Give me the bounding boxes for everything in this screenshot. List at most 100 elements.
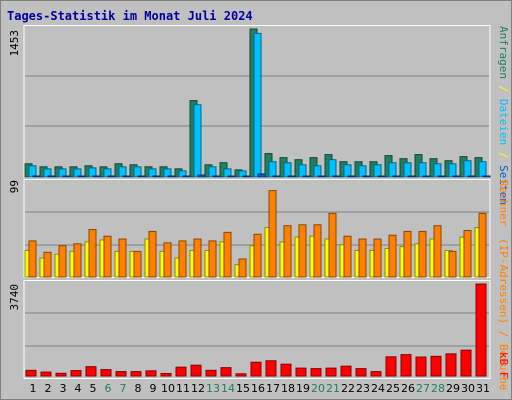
bar-dateien-day-12 bbox=[193, 104, 202, 178]
bar-seiten-day-1 bbox=[32, 175, 41, 178]
x-tick-label: 31 bbox=[476, 382, 490, 395]
x-tick-label: 16 bbox=[251, 382, 265, 395]
bar-besuche-day-4 bbox=[73, 243, 82, 278]
x-tick-label: 10 bbox=[161, 382, 175, 395]
x-tick-label: 28 bbox=[431, 382, 445, 395]
x-tick-label: 27 bbox=[416, 382, 430, 395]
bar-kb-f-day-27 bbox=[415, 356, 427, 377]
bar-besuche-day-30 bbox=[463, 229, 472, 278]
bar-seiten-day-19 bbox=[302, 175, 311, 178]
x-tick-label: 18 bbox=[281, 382, 295, 395]
bar-seiten-day-21 bbox=[332, 175, 341, 178]
bar-kb-f-day-9 bbox=[145, 370, 157, 377]
x-axis-day-labels: 1 2 3 4 5 6 7 8 9 10 11 12 13 14 15 16 17 18 19 20 21 22 23 24 2… bbox=[30, 382, 491, 395]
panel-requests: 1453 Anfragen / Dateien / Seiten bbox=[8, 25, 510, 205]
bar-besuche-day-28 bbox=[433, 225, 442, 278]
bar-kb-f-day-14 bbox=[220, 367, 232, 377]
bar-dateien-day-16 bbox=[253, 32, 262, 178]
bar-dateien-day-18 bbox=[283, 162, 292, 178]
bar-besuche-day-23 bbox=[358, 238, 367, 278]
legend-separator: / bbox=[497, 86, 510, 93]
bar-besuche-day-17 bbox=[268, 190, 277, 278]
bar-kb-f-day-28 bbox=[430, 355, 442, 377]
bar-dateien-day-8 bbox=[133, 166, 142, 178]
bar-dateien-day-21 bbox=[328, 159, 337, 178]
x-tick-label: 19 bbox=[296, 382, 310, 395]
bar-seiten-day-9 bbox=[152, 175, 161, 178]
x-tick-label: 14 bbox=[221, 382, 235, 395]
x-tick-label: 9 bbox=[150, 382, 157, 395]
bar-besuche-day-26 bbox=[403, 230, 412, 278]
panel-visitors-ymax-label: 99 bbox=[8, 180, 21, 193]
bar-dateien-day-29 bbox=[448, 163, 457, 178]
bar-seiten-day-15 bbox=[242, 175, 251, 178]
bar-kb-f-day-7 bbox=[115, 371, 127, 377]
x-tick-label: 17 bbox=[266, 382, 280, 395]
bar-kb-f-day-15 bbox=[235, 373, 247, 377]
bar-seiten-day-12 bbox=[197, 174, 206, 178]
bar-besuche-day-9 bbox=[148, 230, 157, 278]
panel-traffic: 3740 kB F bbox=[8, 280, 510, 379]
bar-kb-f-day-18 bbox=[280, 363, 292, 377]
bar-kb-f-day-22 bbox=[340, 365, 352, 377]
bar-seiten-day-29 bbox=[452, 175, 461, 178]
bar-seiten-day-11 bbox=[182, 175, 191, 178]
x-tick-label: 6 bbox=[105, 382, 112, 395]
bar-dateien-day-24 bbox=[373, 164, 382, 178]
bar-besuche-day-31 bbox=[478, 212, 487, 278]
bar-dateien-day-13 bbox=[208, 166, 217, 178]
bar-dateien-day-1 bbox=[28, 165, 37, 178]
bar-dateien-day-17 bbox=[268, 161, 277, 178]
legend-requests-files-pages: Anfragen / Dateien / Seiten bbox=[497, 26, 510, 205]
x-tick-label: 2 bbox=[45, 382, 52, 395]
bar-seiten-day-30 bbox=[467, 175, 476, 178]
bar-seiten-day-4 bbox=[77, 175, 86, 178]
x-tick-label: 15 bbox=[236, 382, 250, 395]
bar-seiten-day-25 bbox=[392, 175, 401, 178]
bar-seiten-day-14 bbox=[227, 175, 236, 178]
bar-seiten-day-7 bbox=[122, 175, 131, 178]
bar-besuche-day-11 bbox=[178, 240, 187, 278]
bar-seiten-day-26 bbox=[407, 175, 416, 178]
bar-dateien-day-23 bbox=[358, 165, 367, 178]
bar-kb-f-day-20 bbox=[310, 368, 322, 377]
bar-kb-f-day-8 bbox=[130, 371, 142, 377]
bar-besuche-day-14 bbox=[223, 231, 232, 278]
x-tick-label: 24 bbox=[371, 382, 385, 395]
legend-seiten: Seiten bbox=[497, 165, 510, 205]
x-tick-label: 7 bbox=[120, 382, 127, 395]
bar-kb-f-day-31 bbox=[475, 283, 487, 377]
panel-visitors: 99 Rechner (IP-Adressen) / Besuche bbox=[8, 179, 510, 390]
legend-ip-adressen: (IP-Adressen) bbox=[497, 238, 510, 324]
bar-kb-f-day-2 bbox=[40, 371, 52, 377]
bar-seiten-day-16 bbox=[257, 173, 266, 178]
bar-seiten-day-10 bbox=[167, 175, 176, 178]
x-tick-label: 21 bbox=[326, 382, 340, 395]
bar-dateien-day-22 bbox=[343, 164, 352, 178]
bar-besuche-day-21 bbox=[328, 212, 337, 278]
bar-kb-f-day-13 bbox=[205, 369, 217, 377]
bar-dateien-day-25 bbox=[388, 162, 397, 178]
bar-kb-f-day-12 bbox=[190, 364, 202, 377]
bar-besuche-day-16 bbox=[253, 233, 262, 278]
x-tick-label: 8 bbox=[135, 382, 142, 395]
panel-traffic-ymax-label: 3740 bbox=[8, 284, 21, 311]
bar-kb-f-day-4 bbox=[70, 370, 82, 377]
bar-besuche-day-25 bbox=[388, 234, 397, 278]
bar-dateien-day-30 bbox=[463, 160, 472, 178]
x-tick-label: 29 bbox=[446, 382, 460, 395]
bar-kb-f-day-11 bbox=[175, 366, 187, 377]
bar-seiten-day-18 bbox=[287, 175, 296, 178]
bar-kb-f-day-10 bbox=[160, 373, 172, 377]
bar-kb-f-day-16 bbox=[250, 361, 262, 377]
x-tick-label: 1 bbox=[30, 382, 37, 395]
bar-dateien-day-26 bbox=[403, 162, 412, 178]
bar-besuche-day-27 bbox=[418, 230, 427, 278]
bar-besuche-day-8 bbox=[133, 250, 142, 278]
bar-seiten-day-8 bbox=[137, 175, 146, 178]
bar-dateien-day-7 bbox=[118, 166, 127, 178]
bar-kb-f-day-3 bbox=[55, 372, 67, 377]
legend-kbf: kB F bbox=[497, 352, 510, 379]
x-tick-label: 30 bbox=[461, 382, 475, 395]
bar-kb-f-day-1 bbox=[25, 369, 37, 377]
